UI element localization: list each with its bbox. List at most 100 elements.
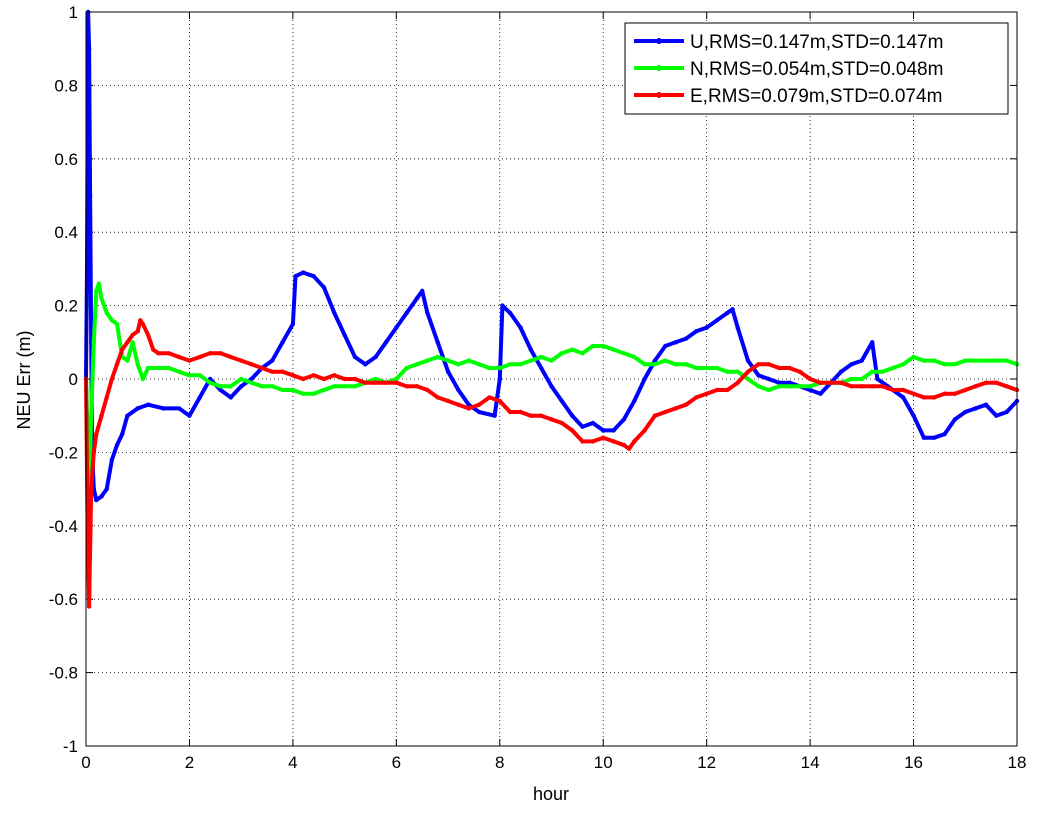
data-point — [476, 362, 482, 367]
data-point — [921, 358, 927, 363]
data-point — [507, 362, 513, 367]
data-point — [228, 395, 233, 400]
data-point — [963, 409, 968, 415]
data-point — [663, 409, 668, 415]
data-point — [859, 384, 864, 389]
data-point — [704, 365, 709, 371]
data-point — [135, 406, 140, 411]
data-point — [776, 380, 782, 385]
data-point — [156, 351, 161, 356]
legend-entry-label: U,RMS=0.147m,STD=0.147m — [690, 32, 943, 53]
data-point — [570, 428, 575, 433]
data-point — [249, 362, 254, 367]
data-point — [89, 486, 94, 492]
data-point — [745, 358, 751, 363]
data-point — [704, 391, 709, 396]
data-point — [838, 380, 844, 385]
data-point — [135, 329, 140, 334]
data-point — [766, 362, 771, 367]
data-point — [859, 358, 864, 363]
data-point — [487, 365, 492, 371]
data-point — [290, 373, 296, 378]
data-point — [394, 325, 399, 330]
data-point — [507, 409, 513, 415]
data-point — [539, 365, 544, 371]
data-point — [342, 384, 347, 389]
data-point — [130, 340, 135, 345]
data-point — [114, 321, 120, 327]
data-point — [218, 351, 223, 356]
data-point — [632, 354, 637, 360]
data-point — [838, 369, 844, 374]
data-point — [487, 395, 492, 400]
data-point — [714, 387, 720, 393]
data-point — [559, 398, 564, 404]
data-point — [425, 358, 430, 363]
data-point — [91, 340, 97, 345]
data-point — [973, 406, 978, 411]
data-point — [673, 340, 678, 345]
data-point — [239, 384, 244, 389]
data-point — [492, 413, 497, 418]
data-point — [404, 310, 409, 316]
data-point — [145, 402, 151, 407]
data-point — [714, 365, 720, 371]
data-point — [130, 332, 135, 338]
data-point — [445, 369, 451, 374]
data-point — [590, 439, 596, 444]
x-tick-label: 8 — [495, 753, 504, 772]
data-point — [414, 296, 420, 301]
data-point — [87, 193, 93, 198]
data-point — [963, 387, 968, 393]
data-point — [218, 384, 223, 389]
data-point — [120, 431, 125, 437]
data-point — [528, 413, 533, 418]
data-point — [745, 369, 751, 374]
data-point — [114, 362, 120, 367]
data-point — [580, 424, 585, 429]
data-point — [921, 395, 927, 400]
data-point — [456, 402, 461, 407]
data-point — [321, 285, 327, 290]
data-point — [994, 358, 999, 363]
data-point — [570, 413, 575, 418]
data-point — [766, 376, 771, 382]
data-point — [807, 376, 813, 382]
data-point — [207, 351, 213, 356]
data-point — [983, 380, 989, 385]
data-point — [91, 450, 97, 455]
y-tick-label: 1 — [69, 3, 78, 22]
data-point — [311, 391, 316, 396]
data-point — [683, 336, 689, 341]
data-point — [270, 369, 275, 374]
data-point — [94, 431, 99, 437]
data-point — [890, 387, 896, 393]
y-tick-label: -0.6 — [49, 590, 78, 609]
data-point — [293, 274, 298, 279]
data-point — [176, 354, 182, 360]
data-point — [332, 373, 337, 378]
data-point — [942, 431, 947, 437]
data-point — [818, 391, 823, 396]
data-point — [1004, 409, 1009, 415]
data-point — [735, 380, 740, 385]
data-point — [994, 380, 999, 385]
data-point — [249, 380, 254, 385]
data-point — [197, 395, 202, 400]
data-point — [301, 376, 306, 382]
data-point — [611, 439, 616, 444]
data-point — [725, 369, 730, 374]
data-point — [456, 362, 461, 367]
data-point — [880, 384, 885, 389]
data-point — [301, 391, 306, 396]
data-point — [642, 376, 647, 382]
data-point — [104, 486, 109, 492]
data-point — [321, 387, 327, 393]
data-point — [932, 435, 937, 440]
data-point — [776, 365, 782, 371]
data-point — [756, 362, 761, 367]
data-point — [363, 380, 368, 385]
data-point — [901, 387, 906, 393]
data-point — [870, 340, 875, 345]
data-point — [259, 365, 265, 371]
